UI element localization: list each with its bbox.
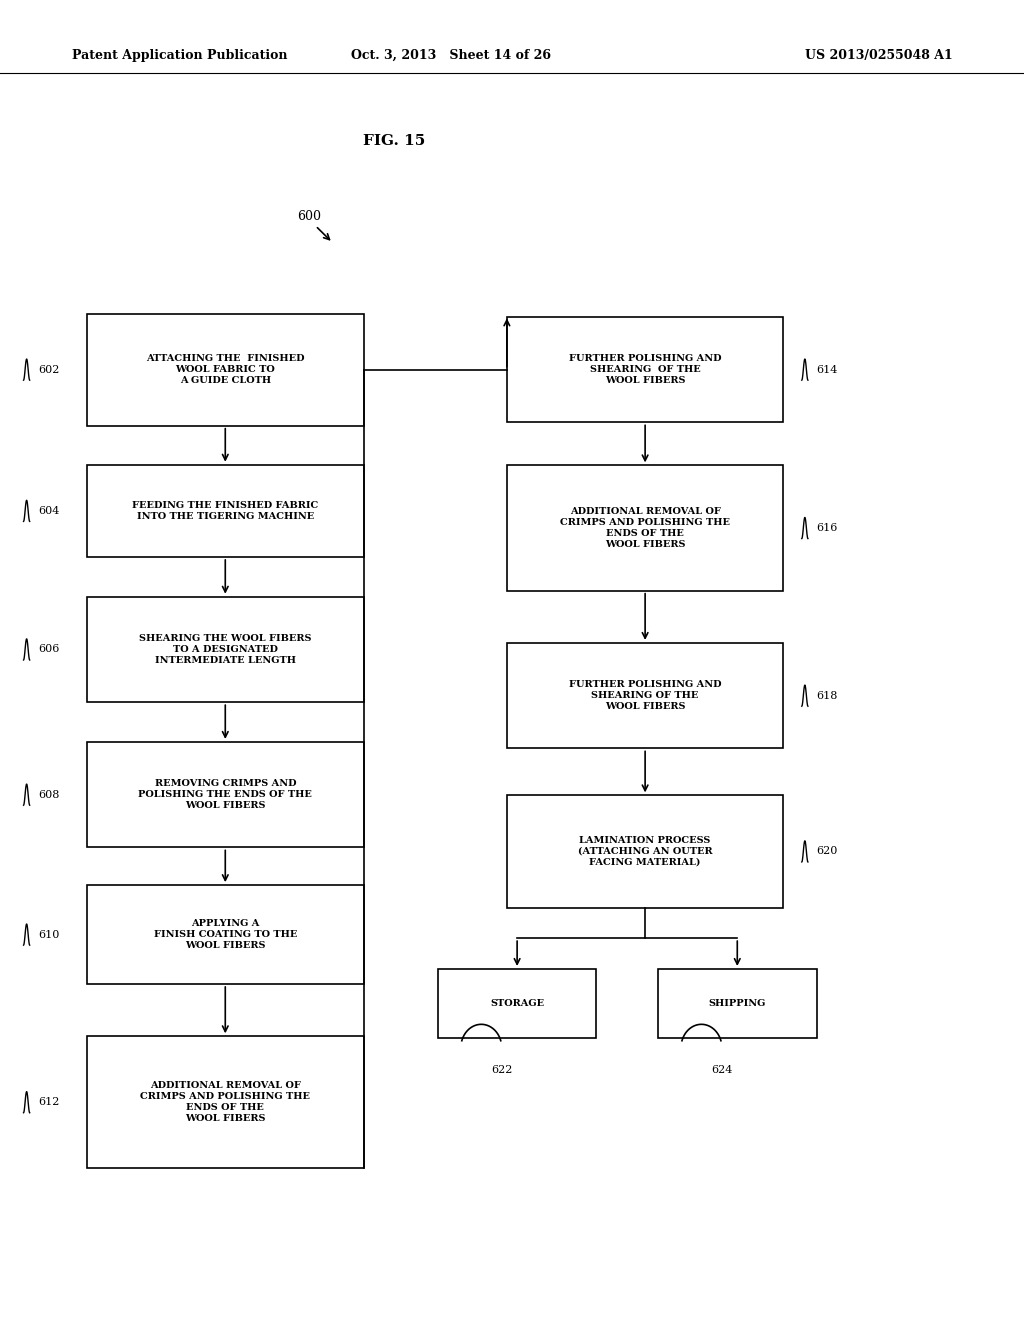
Bar [507,466,783,591]
Text: 622: 622 [492,1065,513,1074]
Bar [87,314,364,425]
Bar [657,969,817,1038]
Text: FEEDING THE FINISHED FABRIC
INTO THE TIGERING MACHINE: FEEDING THE FINISHED FABRIC INTO THE TIG… [132,500,318,521]
Text: 606: 606 [38,644,59,655]
Text: Patent Application Publication: Patent Application Publication [72,49,287,62]
Text: ADDITIONAL REMOVAL OF
CRIMPS AND POLISHING THE
ENDS OF THE
WOOL FIBERS: ADDITIONAL REMOVAL OF CRIMPS AND POLISHI… [140,1081,310,1123]
Bar [438,969,596,1038]
Bar [87,465,364,557]
Text: 602: 602 [38,364,59,375]
Text: SHEARING THE WOOL FIBERS
TO A DESIGNATED
INTERMEDIATE LENGTH: SHEARING THE WOOL FIBERS TO A DESIGNATED… [139,634,311,665]
Text: 604: 604 [38,506,59,516]
Text: 620: 620 [816,846,838,857]
Text: APPLYING A
FINISH COATING TO THE
WOOL FIBERS: APPLYING A FINISH COATING TO THE WOOL FI… [154,919,297,950]
Bar [87,884,364,985]
Bar [507,795,783,908]
Bar [87,597,364,702]
Text: FURTHER POLISHING AND
SHEARING OF THE
WOOL FIBERS: FURTHER POLISHING AND SHEARING OF THE WO… [569,680,721,711]
Text: REMOVING CRIMPS AND
POLISHING THE ENDS OF THE
WOOL FIBERS: REMOVING CRIMPS AND POLISHING THE ENDS O… [138,779,312,810]
Bar [507,643,783,748]
Text: STORAGE: STORAGE [490,999,544,1007]
Text: ATTACHING THE  FINISHED
WOOL FABRIC TO
A GUIDE CLOTH: ATTACHING THE FINISHED WOOL FABRIC TO A … [146,354,304,385]
Text: 616: 616 [816,523,838,533]
Text: FURTHER POLISHING AND
SHEARING  OF THE
WOOL FIBERS: FURTHER POLISHING AND SHEARING OF THE WO… [569,354,721,385]
Text: ADDITIONAL REMOVAL OF
CRIMPS AND POLISHING THE
ENDS OF THE
WOOL FIBERS: ADDITIONAL REMOVAL OF CRIMPS AND POLISHI… [560,507,730,549]
Text: LAMINATION PROCESS
(ATTACHING AN OUTER
FACING MATERIAL): LAMINATION PROCESS (ATTACHING AN OUTER F… [578,836,713,867]
Text: 612: 612 [38,1097,59,1107]
Text: 618: 618 [816,690,838,701]
Text: 624: 624 [712,1065,733,1074]
Text: 614: 614 [816,364,838,375]
Text: US 2013/0255048 A1: US 2013/0255048 A1 [805,49,952,62]
Text: SHIPPING: SHIPPING [709,999,766,1007]
Bar [87,1036,364,1168]
Text: 600: 600 [297,210,321,223]
Text: Oct. 3, 2013   Sheet 14 of 26: Oct. 3, 2013 Sheet 14 of 26 [350,49,551,62]
Text: FIG. 15: FIG. 15 [364,135,425,148]
Bar [87,742,364,847]
Text: 610: 610 [38,929,59,940]
Text: 608: 608 [38,789,59,800]
Bar [507,317,783,422]
